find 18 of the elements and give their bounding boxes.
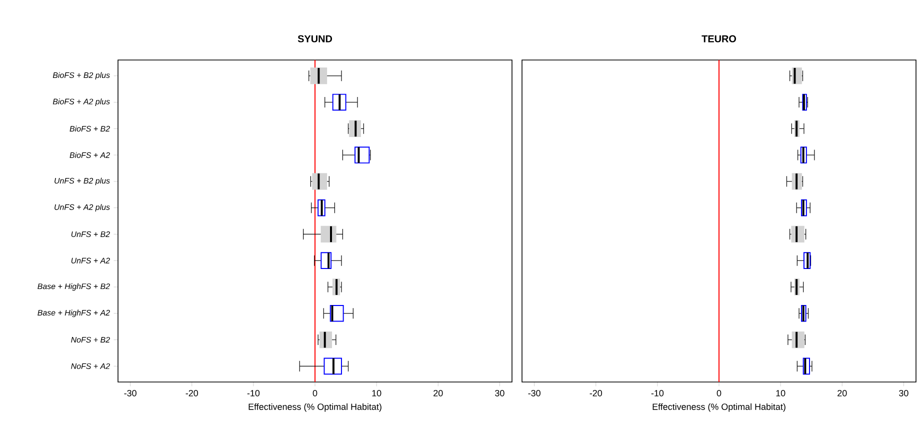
x-tick-label: 0 (312, 390, 318, 396)
x-axis-title: Effectiveness (% Optimal Habitat) (652, 403, 786, 412)
x-tick-label: 10 (372, 390, 382, 396)
x-tick-label: -30 (528, 390, 540, 396)
chart-title: SYUND (298, 35, 332, 42)
chart-title: TEURO (702, 35, 736, 42)
x-tick-label: -20 (590, 390, 602, 396)
x-tick-label: -20 (186, 390, 198, 396)
x-tick-label: 0 (716, 390, 722, 396)
x-tick-label: 20 (838, 390, 847, 396)
x-tick-label: 30 (899, 390, 908, 396)
x-tick-label: 20 (434, 390, 443, 396)
x-tick-label: 30 (495, 390, 504, 396)
x-tick-label: -30 (124, 390, 136, 396)
x-axis-title: Effectiveness (% Optimal Habitat) (248, 403, 382, 412)
x-tick-label: 10 (776, 390, 786, 396)
x-tick-label: -10 (247, 390, 260, 396)
x-tick-label: -10 (651, 390, 664, 396)
